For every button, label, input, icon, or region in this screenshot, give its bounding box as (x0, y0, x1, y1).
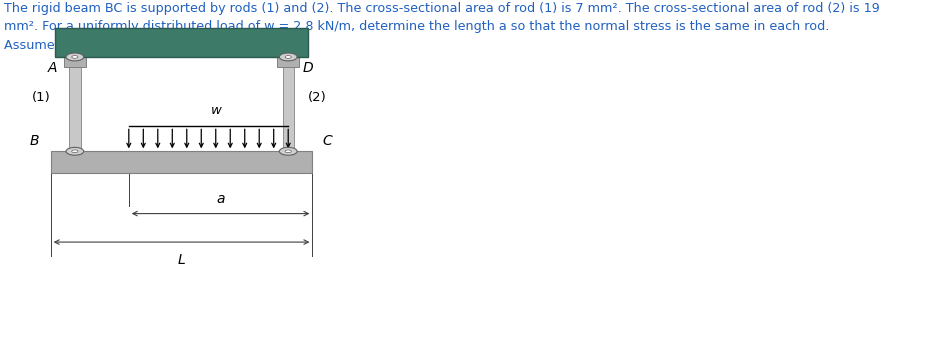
Bar (64, 57, 86, 67)
Text: The rigid beam BC is supported by rods (1) and (2). The cross-sectional area of : The rigid beam BC is supported by rods (… (4, 2, 880, 52)
Bar (55, 28, 307, 57)
Bar (277, 57, 300, 67)
Circle shape (285, 150, 291, 153)
Circle shape (285, 56, 291, 58)
Text: D: D (303, 61, 313, 74)
Text: C: C (322, 134, 332, 148)
Text: a: a (216, 193, 225, 206)
Text: A: A (47, 61, 57, 74)
Circle shape (66, 147, 84, 155)
Text: B: B (29, 134, 39, 148)
Text: (1): (1) (32, 90, 50, 104)
Circle shape (279, 147, 297, 155)
Text: w: w (211, 104, 222, 117)
Bar (50, 151, 312, 173)
Circle shape (279, 53, 297, 61)
Bar (283, 57, 294, 151)
Text: L: L (177, 253, 185, 267)
Bar (69, 57, 81, 151)
Circle shape (72, 56, 78, 58)
Text: (2): (2) (308, 90, 327, 104)
Circle shape (72, 150, 78, 153)
Circle shape (66, 53, 84, 61)
